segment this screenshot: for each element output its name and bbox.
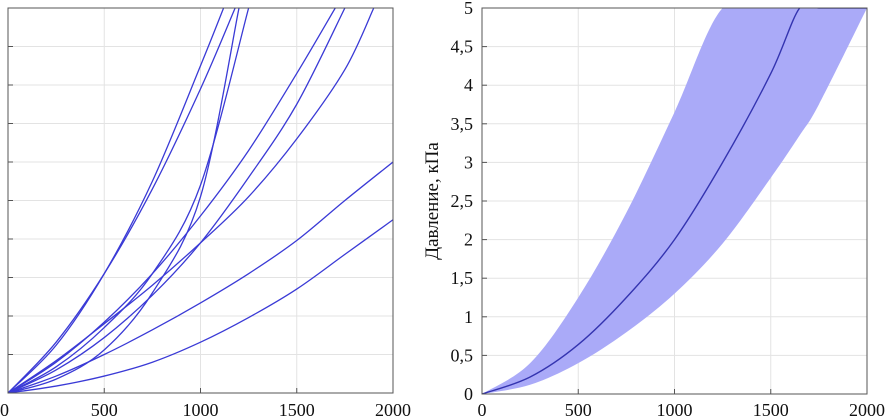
- left-x-tick-label: 500: [91, 400, 118, 420]
- right-y-tick-label: 1: [464, 307, 473, 327]
- right-x-tick-label: 0: [478, 400, 487, 420]
- confidence-band: [482, 8, 867, 394]
- right-y-tick-label: 0: [464, 384, 473, 404]
- left-x-tick-label: 1000: [183, 400, 219, 420]
- left-series-group: [8, 8, 393, 393]
- right-x-tick-label: 500: [565, 400, 592, 420]
- left-series-line-2: [8, 8, 225, 393]
- left-panel: 0 500 1000 1500 2000: [0, 7, 411, 420]
- right-panel: 0 0,5 1 1,5 2 2,5 3 3,5 4 4,5 5 0 500 1000 1500 2000 Дав…: [422, 0, 885, 420]
- right-y-tick-label: 4,5: [451, 37, 474, 57]
- left-series-line-1: [8, 8, 236, 393]
- right-y-tick-label: 3,5: [451, 114, 474, 134]
- right-x-tick-label: 1500: [753, 400, 789, 420]
- right-y-tick-label: 1,5: [451, 268, 474, 288]
- right-x-tick-label: 1000: [657, 400, 693, 420]
- left-x-tick-label: 2000: [375, 400, 411, 420]
- left-series-line-6: [8, 8, 346, 393]
- right-series-group: [482, 8, 867, 394]
- left-series-line-9: [8, 219, 393, 393]
- mean-line: [482, 8, 867, 394]
- right-y-tick-label: 2,5: [451, 191, 474, 211]
- left-series-line-8: [8, 161, 393, 393]
- right-y-tick-label: 0,5: [451, 345, 474, 365]
- left-x-tick-label: 1500: [279, 400, 315, 420]
- right-y-tick-label: 3: [464, 152, 473, 172]
- right-y-axis-label: Давление, кПа: [422, 142, 443, 260]
- right-y-tick-label: 5: [464, 0, 473, 18]
- left-series-line-7: [8, 8, 375, 393]
- left-series-line-4: [8, 8, 240, 393]
- right-x-tick-label: 2000: [849, 400, 885, 420]
- left-series-line-5: [8, 8, 336, 393]
- right-y-tick-label: 2: [464, 230, 473, 250]
- left-x-tick-label: 0: [0, 400, 9, 420]
- right-y-tick-label: 4: [464, 75, 473, 95]
